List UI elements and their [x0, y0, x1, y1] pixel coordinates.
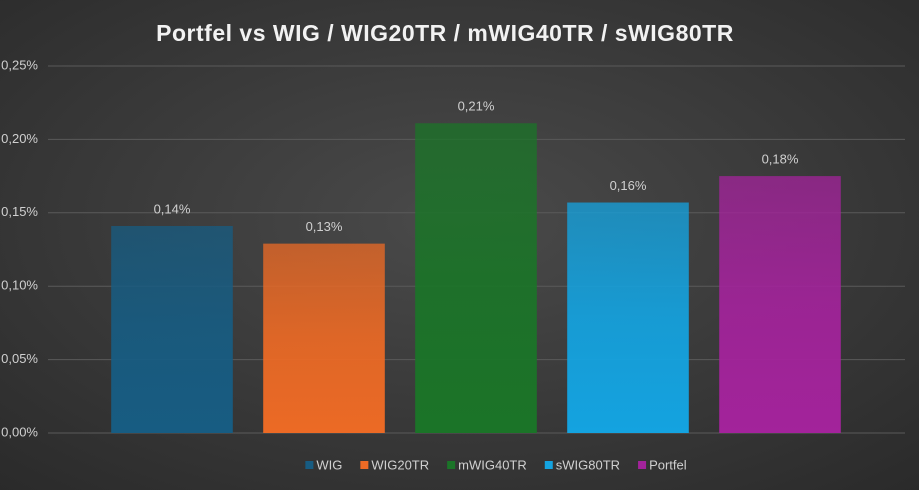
bar — [263, 243, 385, 433]
legend-swatch — [638, 461, 647, 469]
data-label: 0,21% — [458, 99, 495, 114]
legend-swatch — [360, 461, 369, 469]
data-label: 0,16% — [610, 178, 647, 193]
bar — [719, 176, 841, 433]
bar — [111, 226, 233, 433]
y-tick-label: 0,10% — [1, 278, 38, 293]
legend-swatch — [305, 461, 314, 469]
y-tick-label: 0,00% — [1, 424, 38, 439]
data-label: 0,18% — [762, 152, 799, 167]
y-tick-label: 0,15% — [1, 204, 38, 219]
legend-label: mWIG40TR — [458, 457, 527, 472]
legend-swatch — [544, 461, 553, 469]
legend-swatch — [447, 461, 456, 469]
legend-label: Portfel — [649, 457, 687, 472]
y-tick-label: 0,05% — [1, 351, 38, 366]
legend-label: WIG20TR — [371, 457, 429, 472]
legend-label: sWIG80TR — [556, 457, 620, 472]
y-tick-label: 0,25% — [1, 57, 38, 72]
y-tick-label: 0,20% — [1, 131, 38, 146]
bar — [415, 123, 537, 433]
data-label: 0,14% — [154, 201, 191, 216]
data-label: 0,13% — [306, 219, 343, 234]
chart-title: Portfel vs WIG / WIG20TR / mWIG40TR / sW… — [156, 20, 734, 46]
bar — [567, 202, 689, 433]
legend-label: WIG — [316, 457, 342, 472]
